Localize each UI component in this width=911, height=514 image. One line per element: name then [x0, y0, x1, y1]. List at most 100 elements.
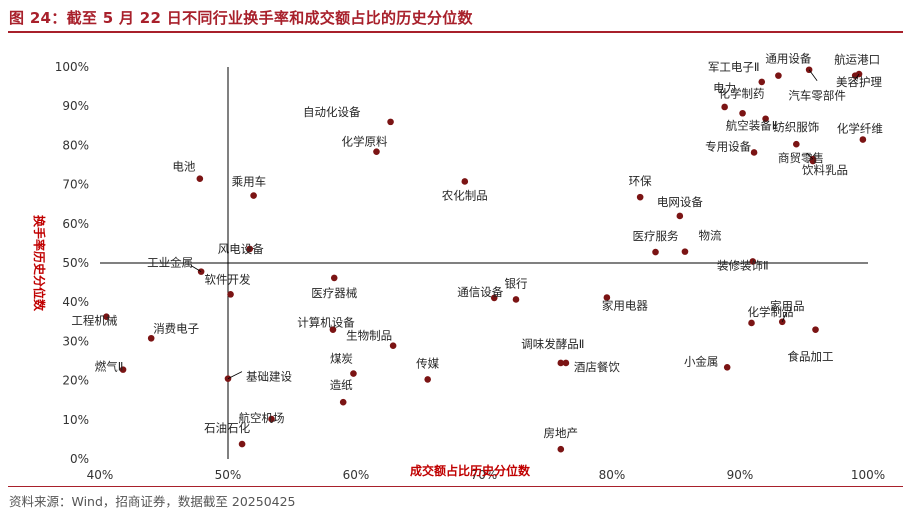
data-point [758, 78, 766, 86]
data-point [350, 370, 357, 377]
x-tick-label: 80% [599, 468, 626, 482]
point-label: 物流 [698, 229, 721, 243]
data-point [603, 294, 611, 301]
leader-line [853, 73, 860, 82]
point-label: 石油石化 [204, 421, 250, 435]
y-tick-label: 40% [62, 295, 89, 309]
y-tick-label: 70% [62, 178, 89, 192]
data-point [119, 366, 127, 373]
point-label: 消费电子 [153, 321, 199, 335]
data-point [562, 359, 570, 367]
point-label: 生物制品 [346, 329, 392, 343]
x-tick-label: 100% [851, 468, 885, 482]
leader-line [781, 312, 787, 322]
point-label: 工业金属 [147, 256, 193, 270]
data-point [859, 136, 867, 143]
point-label: 家用品 [770, 299, 805, 313]
point-label: 化学原料 [341, 135, 387, 149]
data-markers [103, 66, 867, 453]
point-label: 基础建设 [246, 370, 292, 384]
data-point [250, 192, 257, 199]
point-label: 房地产 [544, 426, 579, 440]
y-tick-label: 0% [70, 452, 89, 466]
x-axis-label: 成交额占比历史分位数 [410, 463, 531, 478]
y-tick-label: 10% [62, 413, 89, 427]
data-point [103, 313, 110, 321]
data-point [762, 115, 769, 123]
leader-line [806, 152, 814, 160]
x-tick-label: 50% [215, 468, 242, 482]
point-label: 航空装备Ⅱ [726, 119, 778, 133]
data-point [652, 248, 659, 256]
y-tick-label: 20% [62, 374, 89, 388]
data-point [246, 245, 254, 253]
data-point [809, 157, 817, 165]
y-tick-label: 100% [55, 60, 89, 74]
point-label: 调味发酵品Ⅱ [521, 337, 584, 351]
point-label: 饮料乳品 [802, 163, 848, 177]
point-label: 自动化设备 [303, 105, 361, 119]
title-rule [8, 31, 903, 33]
point-label: 电力 [713, 81, 736, 95]
y-axis-label: 换手率历史分位数 [32, 215, 47, 312]
point-label: 造纸 [330, 378, 353, 392]
x-tick-label: 70% [471, 468, 498, 482]
point-label: 燃气Ⅱ [95, 360, 124, 374]
data-point [721, 103, 728, 111]
data-point [681, 248, 689, 255]
data-point [750, 149, 758, 156]
leader-line [808, 69, 818, 81]
point-label: 商贸零售 [778, 151, 824, 165]
point-label: 农化制品 [442, 188, 488, 202]
data-point [389, 342, 397, 350]
y-tick-label: 60% [62, 217, 89, 231]
data-point [373, 148, 380, 155]
data-point [749, 258, 757, 265]
point-label: 酒店餐饮 [574, 360, 620, 374]
point-label: 小金属 [684, 354, 719, 368]
point-label: 美容护理 [836, 75, 882, 89]
point-label: 通用设备 [765, 52, 811, 66]
y-tick-label: 80% [62, 138, 89, 152]
x-tick-label: 40% [87, 468, 114, 482]
point-label: 软件开发 [205, 272, 251, 286]
y-tick-label: 90% [62, 99, 89, 113]
chart-title: 图 24：截至 5 月 22 日不同行业换手率和成交额占比的历史分位数 [9, 9, 473, 27]
point-label: 家用电器 [602, 298, 648, 312]
data-point [723, 363, 731, 371]
point-label: 银行 [505, 276, 528, 290]
data-point [793, 140, 800, 148]
data-point [147, 334, 155, 342]
data-point [490, 294, 498, 302]
data-point [636, 193, 644, 201]
data-point [227, 291, 234, 298]
data-point [512, 296, 520, 303]
source-rule [8, 486, 903, 487]
point-label: 化学制药 [719, 86, 765, 100]
data-point [196, 175, 204, 183]
data-point [557, 359, 565, 367]
point-label: 汽车零部件 [788, 89, 846, 103]
point-label: 医疗器械 [311, 286, 357, 300]
point-label: 装修装饰Ⅱ [717, 258, 769, 272]
data-point [557, 445, 565, 453]
point-label: 航空机场 [239, 411, 285, 425]
data-point [676, 212, 684, 220]
x-tick-labels: 40% 50% 60% 70% 80% 90% 100% [87, 468, 885, 482]
x-tick-label: 90% [727, 468, 754, 482]
data-point [329, 326, 337, 333]
data-point [330, 274, 338, 282]
point-label: 航运港口 [834, 53, 880, 67]
point-label: 化学纤维 [837, 122, 883, 136]
point-label: 医疗服务 [633, 229, 679, 243]
data-point [739, 109, 746, 117]
leader-line [190, 265, 202, 272]
point-label: 化学制品 [748, 305, 794, 319]
point-label: 电池 [172, 160, 195, 174]
point-label: 工程机械 [71, 314, 117, 328]
point-label: 通信设备 [457, 285, 503, 299]
point-label: 环保 [629, 174, 652, 188]
data-point [424, 376, 431, 383]
